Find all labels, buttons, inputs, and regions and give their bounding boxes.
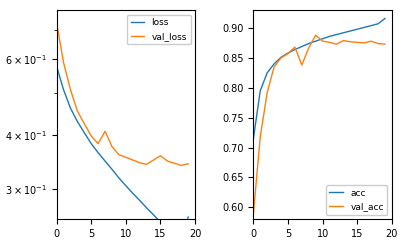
loss	[116, 176, 121, 179]
val_loss	[137, 161, 142, 164]
loss	[61, 88, 66, 91]
loss	[54, 65, 59, 68]
val_loss	[130, 159, 135, 162]
loss	[89, 142, 94, 145]
Line: val_loss: val_loss	[57, 22, 188, 165]
Line: loss: loss	[57, 66, 188, 242]
val_acc	[369, 40, 374, 43]
Legend: loss, val_loss: loss, val_loss	[127, 15, 191, 44]
val_acc	[299, 64, 304, 67]
acc	[327, 35, 332, 38]
loss	[186, 215, 191, 218]
val_loss	[82, 122, 87, 125]
Line: val_acc: val_acc	[253, 35, 385, 214]
loss	[179, 240, 184, 243]
loss	[165, 228, 170, 231]
loss	[172, 234, 177, 237]
val_loss	[96, 142, 101, 145]
val_acc	[265, 91, 269, 94]
acc	[355, 28, 360, 31]
loss	[158, 221, 163, 224]
acc	[265, 71, 269, 74]
acc	[286, 52, 290, 55]
val_loss	[165, 160, 170, 163]
loss	[96, 151, 101, 154]
val_loss	[89, 135, 94, 138]
val_acc	[376, 42, 381, 45]
val_loss	[123, 156, 128, 159]
val_acc	[348, 40, 353, 43]
Legend: acc, val_acc: acc, val_acc	[326, 185, 387, 215]
val_acc	[271, 65, 276, 68]
val_loss	[144, 163, 149, 166]
val_acc	[251, 213, 256, 216]
val_acc	[341, 39, 346, 42]
val_loss	[109, 145, 114, 148]
loss	[75, 120, 80, 123]
acc	[313, 40, 318, 43]
val_loss	[116, 153, 121, 156]
loss	[109, 168, 114, 171]
loss	[151, 213, 156, 216]
val_acc	[355, 41, 360, 44]
val_acc	[327, 41, 332, 44]
acc	[292, 48, 297, 51]
loss	[137, 199, 142, 202]
acc	[320, 37, 325, 40]
loss	[144, 206, 149, 209]
val_acc	[334, 43, 339, 46]
acc	[376, 22, 381, 25]
loss	[68, 107, 73, 110]
acc	[258, 89, 263, 92]
val_loss	[103, 130, 107, 133]
acc	[251, 138, 256, 141]
val_acc	[313, 34, 318, 37]
val_acc	[279, 56, 284, 59]
val_acc	[306, 46, 311, 49]
val_loss	[172, 162, 177, 165]
loss	[123, 184, 128, 187]
loss	[103, 160, 107, 163]
acc	[306, 42, 311, 45]
val_acc	[320, 40, 325, 43]
Line: acc: acc	[253, 18, 385, 139]
val_loss	[151, 159, 156, 162]
val_loss	[54, 21, 59, 24]
acc	[341, 31, 346, 34]
loss	[82, 131, 87, 134]
val_loss	[158, 154, 163, 157]
acc	[362, 26, 366, 29]
val_loss	[179, 164, 184, 167]
val_acc	[258, 135, 263, 138]
acc	[348, 29, 353, 33]
acc	[334, 33, 339, 36]
val_acc	[362, 41, 366, 44]
loss	[130, 192, 135, 195]
val_acc	[383, 43, 387, 46]
val_loss	[68, 88, 73, 91]
acc	[271, 62, 276, 65]
acc	[299, 45, 304, 48]
val_acc	[286, 52, 290, 55]
val_loss	[75, 109, 80, 112]
acc	[369, 24, 374, 27]
val_acc	[292, 46, 297, 49]
acc	[279, 56, 284, 59]
acc	[383, 17, 387, 20]
val_loss	[61, 61, 66, 64]
val_loss	[186, 162, 191, 165]
